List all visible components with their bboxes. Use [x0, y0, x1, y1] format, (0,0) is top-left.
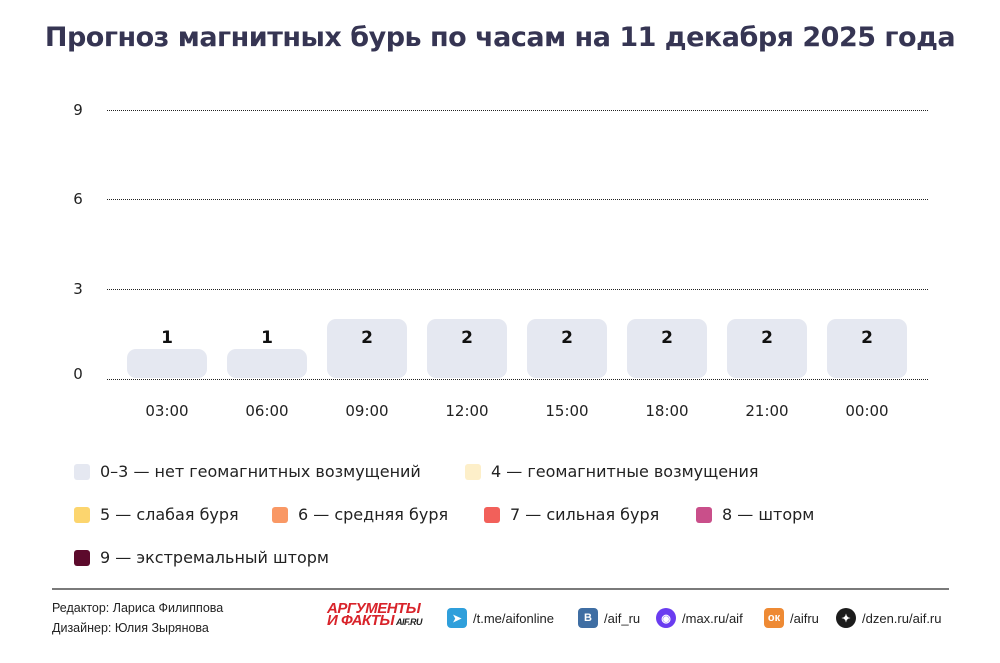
y-tick-label: 9: [73, 101, 83, 119]
y-tick-label: 0: [73, 365, 83, 383]
gridline-3: [107, 289, 928, 290]
legend-item: 0–3 — нет геомагнитных возмущений: [74, 462, 421, 481]
legend-item: 9 — экстремальный шторм: [74, 548, 329, 567]
footer-divider: [52, 588, 949, 590]
credits: Редактор: Лариса Филиппова Дизайнер: Юли…: [52, 598, 223, 638]
legend-label: 7 — сильная буря: [510, 505, 660, 524]
y-tick-label: 6: [73, 190, 83, 208]
bar: [527, 319, 607, 378]
x-tick-label: 12:00: [445, 402, 489, 420]
legend-item: 5 — слабая буря: [74, 505, 239, 524]
social-max[interactable]: ◉ /max.ru/aif: [656, 608, 743, 628]
bar: [727, 319, 807, 378]
legend-swatch: [74, 549, 90, 566]
social-vk[interactable]: В /aif_ru: [578, 608, 640, 628]
bar: [127, 349, 207, 378]
x-tick-label: 15:00: [545, 402, 589, 420]
social-odnoklassniki[interactable]: ок /aifru: [764, 608, 819, 628]
legend-item: 6 — средняя буря: [272, 505, 448, 524]
odnoklassniki-icon: ок: [764, 608, 784, 628]
bar-value-label: 1: [161, 328, 173, 348]
logo-line2: И ФАКТЫ: [327, 612, 395, 629]
telegram-icon: ➤: [447, 608, 467, 628]
legend-swatch: [74, 463, 90, 480]
bar-value-label: 2: [561, 328, 573, 348]
bar: [827, 319, 907, 378]
legend-label: 8 — шторм: [722, 505, 815, 524]
x-tick-label: 21:00: [745, 402, 789, 420]
x-tick-label: 00:00: [845, 402, 889, 420]
gridline-6: [107, 199, 928, 200]
bar: [427, 319, 507, 378]
bar-value-label: 2: [861, 328, 873, 348]
logo-line1: АРГУМЕНТЫ: [327, 600, 421, 617]
x-tick-label: 09:00: [345, 402, 389, 420]
legend-item: 7 — сильная буря: [484, 505, 659, 524]
gridline-9: [107, 110, 928, 111]
logo-site: AIF.RU: [396, 617, 423, 627]
bar: [327, 319, 407, 378]
bar-value-label: 2: [361, 328, 373, 348]
social-telegram[interactable]: ➤ /t.me/aifonline: [447, 608, 554, 628]
social-label: /aifru: [790, 610, 819, 626]
gridline-0: [107, 379, 928, 380]
legend-swatch: [696, 506, 712, 523]
legend-label: 6 — средняя буря: [298, 505, 449, 524]
max-icon: ◉: [656, 608, 676, 628]
social-label: /t.me/aifonline: [473, 610, 554, 626]
bar: [227, 349, 307, 378]
bar-value-label: 2: [761, 328, 773, 348]
legend-swatch: [272, 506, 288, 523]
social-label: /aif_ru: [604, 610, 641, 626]
aif-logo: АРГУМЕНТЫ И ФАКТЫ AIF.RU: [327, 600, 435, 631]
chart-title: Прогноз магнитных бурь по часам на 11 де…: [44, 22, 956, 53]
social-dzen[interactable]: ✦ /dzen.ru/aif.ru: [836, 608, 942, 628]
legend-label: 4 — геомагнитные возмущения: [491, 462, 759, 481]
legend-item: 4 — геомагнитные возмущения: [465, 462, 759, 481]
bar: [627, 319, 707, 378]
bar-value-label: 2: [461, 328, 473, 348]
legend-swatch: [74, 506, 90, 523]
bar-value-label: 1: [261, 328, 273, 348]
x-tick-label: 06:00: [245, 402, 289, 420]
x-tick-label: 03:00: [145, 402, 189, 420]
y-tick-label: 3: [73, 280, 83, 298]
social-label: /dzen.ru/aif.ru: [862, 610, 942, 626]
legend-label: 0–3 — нет геомагнитных возмущений: [100, 462, 421, 481]
designer-credit: Дизайнер: Юлия Зырянова: [52, 621, 209, 635]
legend-swatch: [465, 463, 481, 480]
dzen-icon: ✦: [836, 608, 856, 628]
vk-icon: В: [578, 608, 598, 628]
legend-label: 9 — экстремальный шторм: [100, 548, 329, 567]
x-tick-label: 18:00: [645, 402, 689, 420]
bar-value-label: 2: [661, 328, 673, 348]
legend-swatch: [484, 506, 500, 523]
plot-area: 9 6 3 0 1 1 2 2 2 2 2 2 03:00 06:00 09:0…: [73, 101, 928, 420]
legend-item: 8 — шторм: [696, 505, 814, 524]
legend-label: 5 — слабая буря: [100, 505, 239, 524]
social-label: /max.ru/aif: [682, 610, 743, 626]
editor-credit: Редактор: Лариса Филиппова: [52, 601, 224, 615]
